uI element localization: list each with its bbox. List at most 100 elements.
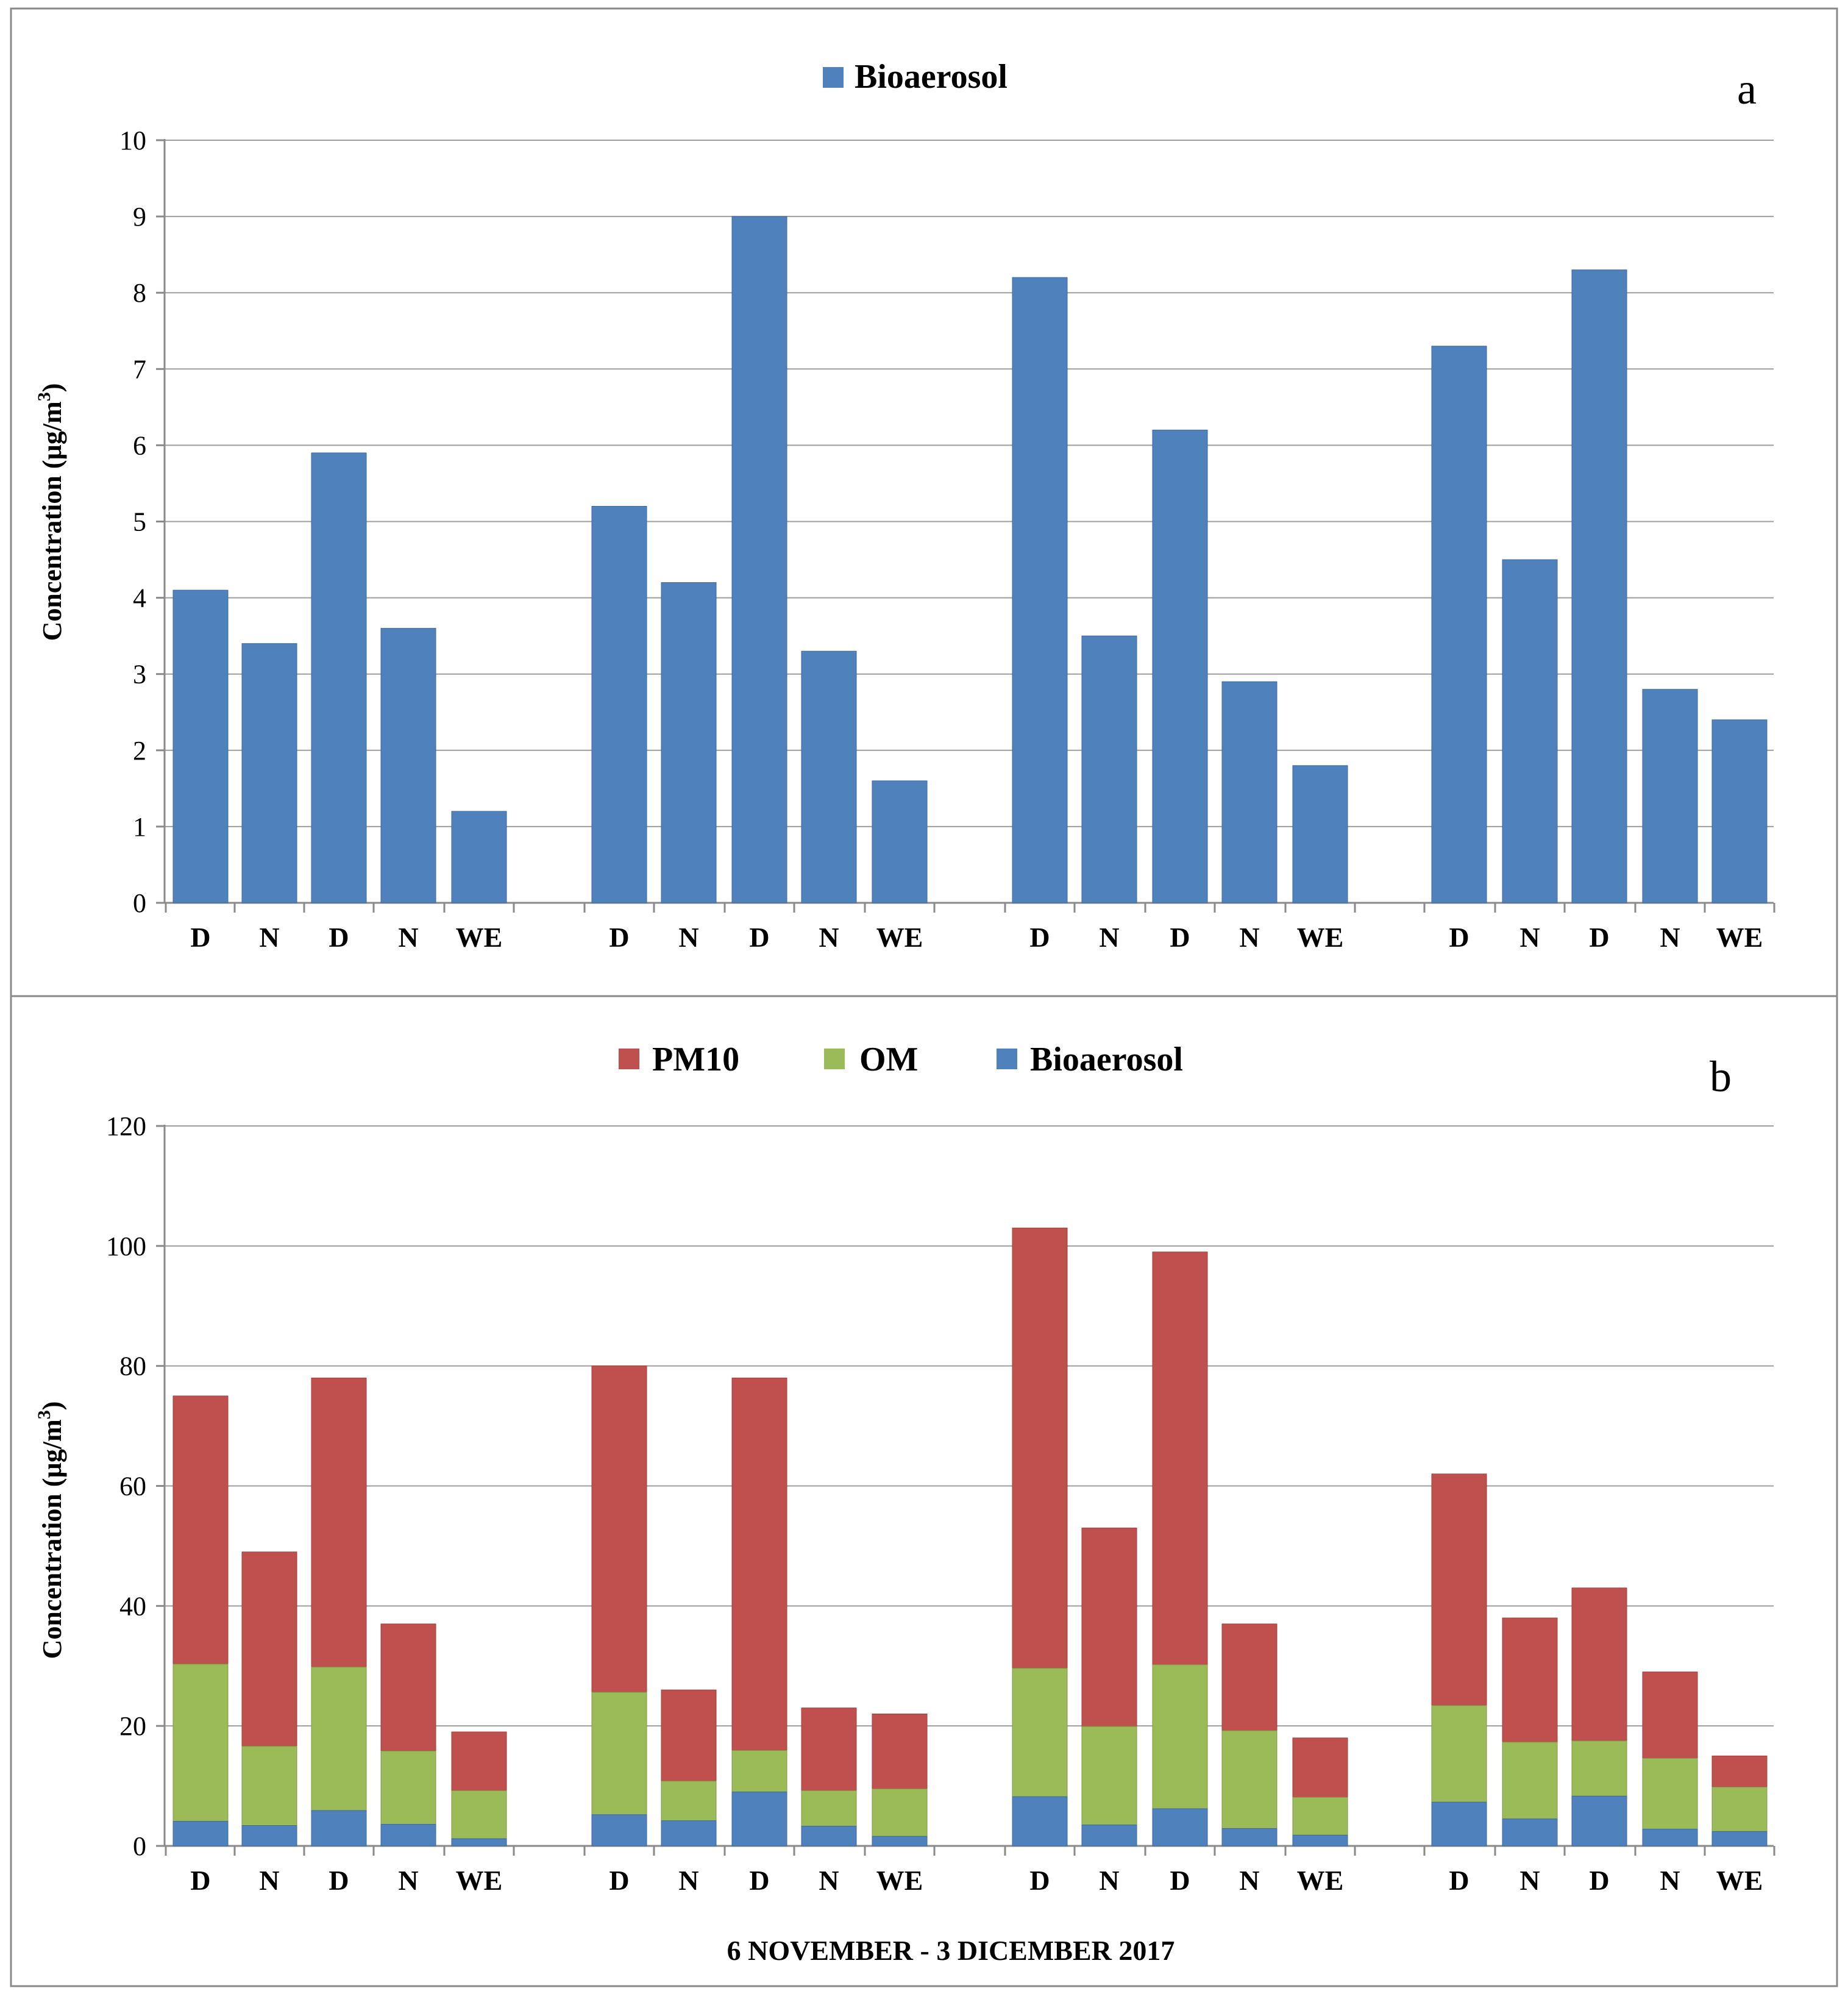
panel-b-bar-bioaerosol-g1-4 bbox=[380, 1824, 436, 1847]
panel-b-bar-om-g2-4 bbox=[801, 1790, 857, 1827]
panel-a-x-category-label-g2-5: WE bbox=[876, 922, 923, 953]
panel-b-bar-om-g1-2 bbox=[241, 1746, 297, 1826]
panel-b-x-axis-title: 6 NOVEMBER - 3 DICEMBER 2017 bbox=[727, 1935, 1175, 1966]
panel-b-bar-bioaerosol-g1-5 bbox=[451, 1838, 507, 1847]
panel-a-y-axis-label: Concentration (µg/m3) bbox=[34, 383, 67, 641]
panel-a-y-tick-label-7: 7 bbox=[133, 354, 146, 384]
panel-b-x-category-label-g4-1: D bbox=[1449, 1865, 1469, 1896]
panel-a-ylabel-end: ) bbox=[37, 383, 67, 393]
panel-b-x-category-label-g2-4: N bbox=[819, 1865, 839, 1896]
panel-b-x-category-label-g3-2: N bbox=[1099, 1865, 1119, 1896]
panel-a-bar-bioaerosol-g1-2 bbox=[241, 643, 297, 903]
panel-b-x-category-label-g2-5: WE bbox=[876, 1865, 923, 1896]
panel-b-bar-om-g1-5 bbox=[451, 1790, 507, 1839]
panel-a-y-tick-label-5: 5 bbox=[133, 507, 146, 537]
panel-a-x-category-label-g3-2: N bbox=[1099, 922, 1119, 953]
panel-b-x-category-label-g4-3: D bbox=[1589, 1865, 1609, 1896]
panel-a-y-tick-label-6: 6 bbox=[133, 430, 146, 460]
panel-b-y-tick-label-60: 60 bbox=[119, 1472, 146, 1501]
panel-b-bar-bioaerosol-g3-5 bbox=[1292, 1834, 1348, 1847]
panel-a-ylabel-main: Concentration (µg/m bbox=[37, 401, 67, 641]
panel-b-bar-bioaerosol-g2-5 bbox=[872, 1836, 928, 1847]
panel-b-chart: 0 20 40 60 80 100 120 D N D N WE D N D N WE D N D N WE D N D N WE bbox=[106, 1111, 1775, 1896]
panel-b-y-axis-label: Concentration (µg/m3) bbox=[34, 1402, 67, 1659]
panel-b-bar-bioaerosol-g2-3 bbox=[731, 1791, 787, 1847]
panel-a-bar-bioaerosol-g1-1 bbox=[172, 589, 229, 903]
panel-b-x-category-label-g1-1: D bbox=[190, 1865, 210, 1896]
panel-b-bar-om-g1-1 bbox=[172, 1664, 229, 1822]
panel-a-x-category-label-g2-2: N bbox=[678, 922, 698, 953]
panel-a-x-category-label-g1-3: D bbox=[329, 922, 349, 953]
panel-b-x-category-label-g4-2: N bbox=[1519, 1865, 1540, 1896]
panel-b-bar-pm10-g1-2 bbox=[241, 1551, 297, 1747]
panel-a-y-tick-label-3: 3 bbox=[133, 660, 146, 689]
panel-b-bar-bioaerosol-g2-4 bbox=[801, 1826, 857, 1847]
panel-a-bar-bioaerosol-g2-3 bbox=[731, 216, 787, 903]
panel-b-x-category-label-g4-5: WE bbox=[1716, 1865, 1763, 1896]
panel-a-bar-bioaerosol-g4-5 bbox=[1711, 719, 1768, 903]
panel-a-x-category-label-g4-2: N bbox=[1519, 922, 1540, 953]
panel-b-bar-om-g2-2 bbox=[661, 1781, 717, 1822]
panel-b-bar-pm10-g3-1 bbox=[1012, 1227, 1068, 1669]
panel-b-ylabel-end: ) bbox=[37, 1402, 67, 1411]
panel-b-x-category-label-g3-4: N bbox=[1239, 1865, 1259, 1896]
panel-b-x-category-label-g1-3: D bbox=[329, 1865, 349, 1896]
panel-b-bar-pm10-g2-5 bbox=[872, 1713, 928, 1790]
legend-b-om-swatch bbox=[824, 1049, 845, 1069]
panel-b-x-category-label-g1-5: WE bbox=[456, 1865, 503, 1896]
panel-b-x-category-label-g3-1: D bbox=[1029, 1865, 1050, 1896]
panel-b-bar-pm10-g3-5 bbox=[1292, 1737, 1348, 1798]
panel-b-bar-pm10-g2-2 bbox=[661, 1689, 717, 1782]
panel-b-bar-bioaerosol-g3-3 bbox=[1152, 1808, 1208, 1847]
panel-a-x-category-label-g2-1: D bbox=[609, 922, 629, 953]
panel-b-label: b bbox=[1710, 1052, 1732, 1101]
panel-b-bar-pm10-g1-4 bbox=[380, 1623, 436, 1752]
panel-a-x-category-label-g3-4: N bbox=[1239, 922, 1259, 953]
panel-b-bar-pm10-g1-3 bbox=[311, 1377, 367, 1668]
panel-a-bar-bioaerosol-g3-3 bbox=[1152, 429, 1208, 903]
panel-a-y-tick-label-0: 0 bbox=[133, 888, 146, 918]
panel-a-bar-bioaerosol-g1-4 bbox=[380, 628, 436, 903]
legend-b-bioaerosol-swatch bbox=[997, 1049, 1017, 1069]
panel-a-x-category-label-g2-3: D bbox=[749, 922, 769, 953]
panel-a-x-category-label-g4-5: WE bbox=[1716, 922, 1763, 953]
panel-a-bar-bioaerosol-g1-3 bbox=[311, 452, 367, 903]
panel-b-ylabel-sup: 3 bbox=[34, 1410, 54, 1419]
panel-a-ylabel-sup: 3 bbox=[34, 392, 54, 401]
panel-b-bar-bioaerosol-g1-1 bbox=[172, 1821, 229, 1847]
panel-b-bar-bioaerosol-g1-3 bbox=[311, 1810, 367, 1847]
panel-b-frame bbox=[10, 995, 1838, 1987]
panel-b-x-category-label-g3-3: D bbox=[1170, 1865, 1190, 1896]
panel-b-bar-om-g2-1 bbox=[591, 1692, 647, 1815]
panel-a-bar-bioaerosol-g4-3 bbox=[1571, 269, 1627, 903]
panel-b-bar-om-g2-5 bbox=[872, 1789, 928, 1837]
panel-a-y-tick-label-8: 8 bbox=[133, 278, 146, 308]
panel-b-y-tick-label-100: 100 bbox=[106, 1231, 146, 1261]
panel-b-bar-pm10-g1-1 bbox=[172, 1395, 229, 1665]
panel-a-bar-bioaerosol-g4-4 bbox=[1642, 689, 1698, 903]
panel-a-bar-bioaerosol-g3-5 bbox=[1292, 765, 1348, 903]
panel-a-bar-bioaerosol-g3-4 bbox=[1221, 681, 1278, 903]
panel-b-bar-om-g1-4 bbox=[380, 1751, 436, 1825]
panel-b-bar-pm10-g4-5 bbox=[1711, 1755, 1768, 1788]
panel-b-bar-bioaerosol-g4-4 bbox=[1642, 1828, 1698, 1847]
legend-a-bioaerosol-swatch bbox=[823, 67, 844, 88]
legend-b-om-label: OM bbox=[859, 1041, 918, 1078]
panel-b-bar-om-g4-1 bbox=[1431, 1705, 1487, 1803]
panel-b-bar-om-g4-5 bbox=[1711, 1787, 1768, 1832]
panel-b-bar-bioaerosol-g4-5 bbox=[1711, 1831, 1768, 1847]
panel-b-bar-pm10-g2-1 bbox=[591, 1366, 647, 1693]
panel-a-y-tick-label-1: 1 bbox=[133, 812, 146, 842]
panel-a-y-tick-label-2: 2 bbox=[133, 736, 146, 766]
panel-a-x-category-label-g1-2: N bbox=[259, 922, 279, 953]
panel-b-bar-bioaerosol-g4-2 bbox=[1502, 1818, 1558, 1847]
panel-b-bar-pm10-g4-3 bbox=[1571, 1587, 1627, 1742]
panel-a-bar-bioaerosol-g1-5 bbox=[451, 811, 507, 903]
panel-a-bar-bioaerosol-g2-2 bbox=[661, 582, 717, 903]
panel-b-x-category-label-g2-1: D bbox=[609, 1865, 629, 1896]
panel-b-x-category-label-g2-2: N bbox=[678, 1865, 698, 1896]
panel-b-bar-pm10-g4-1 bbox=[1431, 1473, 1487, 1706]
panel-b-y-tick-label-20: 20 bbox=[119, 1711, 146, 1741]
panel-b-x-category-label-g2-3: D bbox=[749, 1865, 769, 1896]
